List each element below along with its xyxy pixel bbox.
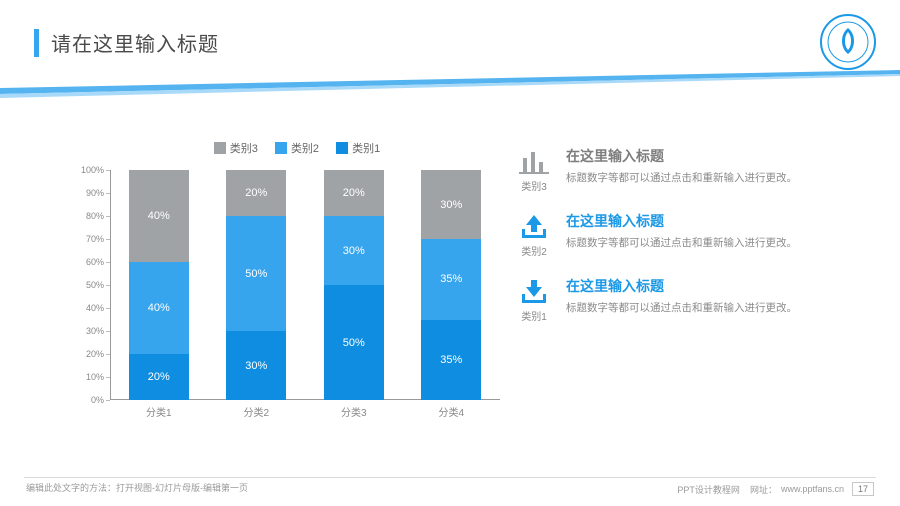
x-tick-label: 分类1 — [129, 404, 189, 419]
x-tick-label: 分类2 — [226, 404, 286, 419]
legend-swatch-cat3 — [214, 142, 226, 154]
upload-icon: 类别2 — [510, 211, 558, 258]
seg-cat1: 35% — [421, 320, 481, 401]
x-tick-label: 分类3 — [324, 404, 384, 419]
seg-cat3: 30% — [421, 170, 481, 239]
info-item-body: 在这里输入标题标题数字等都可以通过点击和重新输入进行更改。 — [558, 211, 830, 258]
y-tick-mark — [106, 377, 110, 378]
seg-cat1: 50% — [324, 285, 384, 400]
seg-cat2: 35% — [421, 239, 481, 320]
legend-swatch-cat1 — [336, 142, 348, 154]
info-item-title[interactable]: 在这里输入标题 — [566, 146, 830, 166]
legend-swatch-cat2 — [275, 142, 287, 154]
y-tick-label: 90% — [86, 188, 104, 198]
y-tick-label: 0% — [91, 395, 104, 405]
y-axis: 0%10%20%30%40%50%60%70%80%90%100% — [70, 170, 110, 400]
y-tick-mark — [106, 170, 110, 171]
seg-cat2: 30% — [324, 216, 384, 285]
diagonal-decor — [0, 70, 900, 140]
y-tick-label: 20% — [86, 349, 104, 359]
bar: 40%40%20% — [129, 170, 189, 400]
seg-cat2: 50% — [226, 216, 286, 331]
barchart-icon: 类别3 — [510, 146, 558, 193]
legend-label-cat2: 类别2 — [291, 143, 319, 155]
chart-legend: 类别3 类别2 类别1 — [70, 140, 510, 156]
footer-right: PPT设计教程网 网址： www.pptfans.cn 17 — [677, 482, 874, 496]
footer-url: www.pptfans.cn — [781, 484, 844, 494]
y-tick-label: 70% — [86, 234, 104, 244]
title-bar: 请在这里输入标题 — [34, 28, 219, 57]
seg-cat3: 20% — [226, 170, 286, 216]
info-item-caption: 类别1 — [521, 308, 547, 323]
plot-area: 40%40%20%20%50%30%20%30%50%30%35%35% — [110, 170, 500, 400]
info-item: 类别2 在这里输入标题标题数字等都可以通过点击和重新输入进行更改。 — [510, 211, 830, 258]
brand-logo — [820, 14, 876, 70]
footer-site-name: PPT设计教程网 — [677, 483, 740, 496]
y-tick-mark — [106, 400, 110, 401]
page-title[interactable]: 请在这里输入标题 — [51, 28, 219, 57]
info-item-title[interactable]: 在这里输入标题 — [566, 211, 830, 231]
y-tick-mark — [106, 331, 110, 332]
footer-divider — [24, 477, 876, 478]
stacked-bar-chart: 类别3 类别2 类别1 0%10%20%30%40%50%60%70%80%90… — [70, 140, 510, 440]
bar: 20%50%30% — [226, 170, 286, 400]
y-tick-mark — [106, 285, 110, 286]
info-item: 类别1 在这里输入标题标题数字等都可以通过点击和重新输入进行更改。 — [510, 276, 830, 323]
y-tick-mark — [106, 354, 110, 355]
footer-left-text: 编辑此处文字的方法：打开视图-幻灯片母版-编辑第一页 — [26, 481, 248, 494]
download-icon: 类别1 — [510, 276, 558, 323]
bars-container: 40%40%20%20%50%30%20%30%50%30%35%35% — [110, 170, 500, 400]
page-number: 17 — [852, 482, 874, 496]
info-item-desc[interactable]: 标题数字等都可以通过点击和重新输入进行更改。 — [566, 300, 830, 317]
y-tick-label: 50% — [86, 280, 104, 290]
seg-cat3: 20% — [324, 170, 384, 216]
bar: 30%35%35% — [421, 170, 481, 400]
right-info-column: 类别3在这里输入标题标题数字等都可以通过点击和重新输入进行更改。类别2在这里输入… — [510, 140, 830, 440]
y-tick-mark — [106, 193, 110, 194]
footer-url-label: 网址： — [750, 483, 777, 496]
y-tick-mark — [106, 239, 110, 240]
slide-root: 请在这里输入标题 类别3 类别2 类别1 0%10%20%30%40%50%60… — [0, 0, 900, 506]
seg-cat1: 20% — [129, 354, 189, 400]
y-tick-mark — [106, 216, 110, 217]
y-tick-mark — [106, 262, 110, 263]
info-item-body: 在这里输入标题标题数字等都可以通过点击和重新输入进行更改。 — [558, 146, 830, 193]
y-tick-mark — [106, 308, 110, 309]
x-axis-labels: 分类1 分类2 分类3 分类4 — [110, 404, 500, 419]
title-marker — [34, 29, 39, 57]
info-item-title[interactable]: 在这里输入标题 — [566, 276, 830, 296]
content-row: 类别3 类别2 类别1 0%10%20%30%40%50%60%70%80%90… — [70, 140, 830, 440]
info-item: 类别3 在这里输入标题标题数字等都可以通过点击和重新输入进行更改。 — [510, 146, 830, 193]
bar: 20%30%50% — [324, 170, 384, 400]
x-tick-label: 分类4 — [421, 404, 481, 419]
legend-label-cat1: 类别1 — [352, 143, 380, 155]
y-tick-label: 60% — [86, 257, 104, 267]
y-tick-label: 40% — [86, 303, 104, 313]
info-item-caption: 类别2 — [521, 243, 547, 258]
y-tick-label: 100% — [81, 165, 104, 175]
info-item-desc[interactable]: 标题数字等都可以通过点击和重新输入进行更改。 — [566, 170, 830, 187]
info-item-desc[interactable]: 标题数字等都可以通过点击和重新输入进行更改。 — [566, 235, 830, 252]
seg-cat3: 40% — [129, 170, 189, 262]
y-tick-label: 30% — [86, 326, 104, 336]
info-item-body: 在这里输入标题标题数字等都可以通过点击和重新输入进行更改。 — [558, 276, 830, 323]
info-item-caption: 类别3 — [521, 178, 547, 193]
legend-label-cat3: 类别3 — [230, 143, 258, 155]
y-tick-label: 10% — [86, 372, 104, 382]
seg-cat2: 40% — [129, 262, 189, 354]
seg-cat1: 30% — [226, 331, 286, 400]
y-tick-label: 80% — [86, 211, 104, 221]
